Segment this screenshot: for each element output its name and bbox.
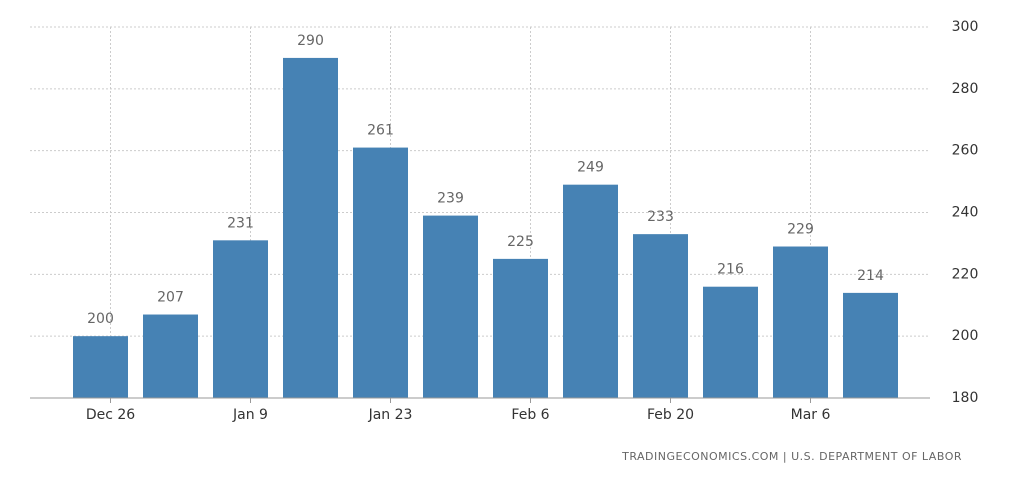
bar <box>423 215 478 398</box>
value-label: 249 <box>577 160 604 176</box>
bar <box>633 234 688 398</box>
bar <box>143 314 198 398</box>
y-tick-label: 200 <box>952 328 979 344</box>
value-label: 239 <box>437 191 464 207</box>
x-tick-label: Feb 6 <box>511 407 549 423</box>
value-label: 225 <box>507 234 534 250</box>
bar <box>563 184 618 398</box>
y-tick-label: 300 <box>952 19 979 35</box>
bar <box>73 336 128 398</box>
value-label: 233 <box>647 209 674 225</box>
value-label: 200 <box>87 311 114 327</box>
x-tick-label: Jan 23 <box>368 407 413 423</box>
bar <box>283 57 338 399</box>
y-tick-label: 240 <box>952 205 979 221</box>
value-label: 290 <box>297 33 324 49</box>
y-tick-label: 260 <box>952 143 979 159</box>
x-tick-label: Jan 9 <box>232 407 268 423</box>
x-tick-label: Feb 20 <box>647 407 694 423</box>
value-label: 231 <box>227 215 254 231</box>
y-tick-label: 220 <box>952 266 979 282</box>
bar <box>213 240 268 398</box>
bar <box>773 246 828 398</box>
value-label: 216 <box>717 262 744 278</box>
bar <box>353 147 408 398</box>
value-label: 229 <box>787 222 814 238</box>
y-tick-label: 280 <box>952 81 979 97</box>
y-tick-label: 180 <box>952 390 979 406</box>
value-label: 214 <box>857 268 884 284</box>
value-label: 261 <box>367 123 394 139</box>
source: TRADINGECONOMICS.COM | U.S. DEPARTMENT O… <box>621 450 962 463</box>
bar <box>493 258 548 398</box>
value-label: 207 <box>157 290 184 306</box>
bar <box>703 286 758 398</box>
x-tick-label: Dec 26 <box>86 407 135 423</box>
bar <box>843 292 898 398</box>
x-tick-label: Mar 6 <box>791 407 831 423</box>
